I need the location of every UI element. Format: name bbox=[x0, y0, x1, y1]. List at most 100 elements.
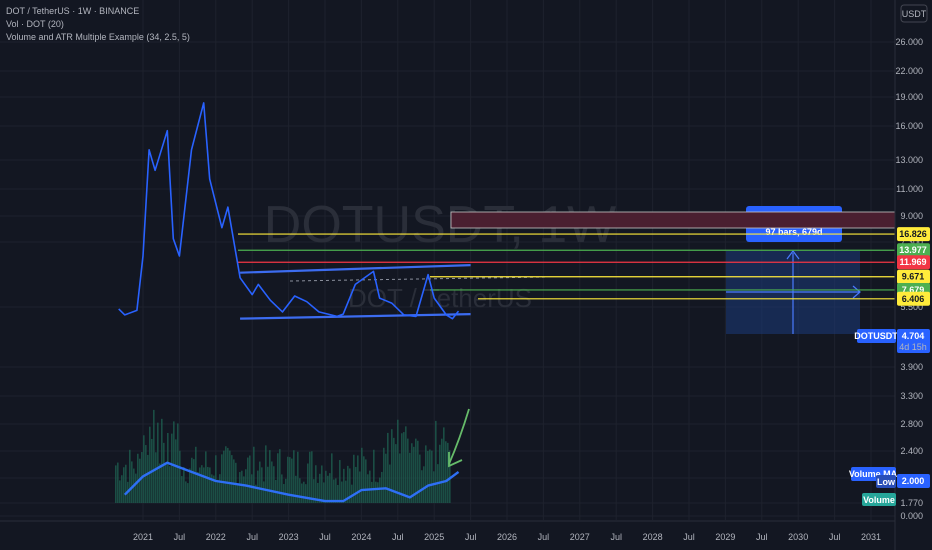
volume-bar bbox=[247, 457, 249, 503]
volume-bar bbox=[403, 432, 405, 503]
volume-bar bbox=[243, 476, 245, 503]
volume-bar bbox=[337, 484, 339, 503]
y-tick-label: 7.300 bbox=[900, 237, 923, 247]
currency-button[interactable]: USDT bbox=[900, 4, 928, 23]
volume-bar bbox=[239, 472, 241, 503]
legend-indicator[interactable]: Volume and ATR Multiple Example (34, 2.5… bbox=[6, 32, 190, 42]
volume-bar bbox=[259, 461, 261, 503]
volume-bar bbox=[163, 442, 165, 503]
volume-bar bbox=[271, 461, 273, 503]
volume-bar bbox=[227, 447, 229, 503]
volume-bar bbox=[207, 466, 209, 503]
volume-bar bbox=[369, 470, 371, 503]
volume-bar bbox=[427, 450, 429, 503]
y-tick-label: 0.000 bbox=[900, 511, 923, 521]
volume-bar bbox=[167, 432, 169, 503]
volume-bar bbox=[279, 449, 281, 503]
volume-bar bbox=[193, 459, 195, 503]
x-tick-label: 2031 bbox=[861, 532, 881, 542]
volume-bar bbox=[233, 459, 235, 503]
volume-bar bbox=[143, 435, 145, 503]
volume-bar bbox=[215, 455, 217, 503]
currency-button-label: USDT bbox=[902, 9, 927, 19]
volume-bar bbox=[345, 480, 347, 503]
volume-bar bbox=[229, 450, 231, 503]
volume-bar bbox=[251, 474, 253, 503]
low-tag-label: Low bbox=[877, 477, 896, 487]
trendline bbox=[240, 264, 471, 274]
volume-bar bbox=[119, 480, 121, 503]
volume-ma-line bbox=[123, 461, 460, 503]
volume-bar bbox=[447, 442, 449, 503]
y-tick-label: 3.300 bbox=[900, 391, 923, 401]
volume-bar bbox=[179, 450, 181, 503]
y-tick-label: 19.000 bbox=[895, 92, 923, 102]
volume-bar bbox=[137, 453, 139, 503]
volume-bar bbox=[177, 423, 179, 503]
volume-bar bbox=[191, 457, 193, 503]
volume-bar bbox=[439, 444, 441, 503]
level-tag bbox=[897, 243, 930, 258]
volume-bar bbox=[429, 449, 431, 503]
volume-bar bbox=[123, 467, 125, 503]
volume-bar bbox=[351, 484, 353, 503]
volume-bar bbox=[281, 474, 283, 503]
symbol-tag bbox=[857, 329, 896, 343]
volume-bar bbox=[261, 467, 263, 503]
supply-zone bbox=[450, 211, 896, 229]
y-tick-label: 22.000 bbox=[895, 66, 923, 76]
volume-bar bbox=[203, 467, 205, 503]
volume-bar bbox=[165, 462, 167, 503]
volume-bar bbox=[125, 464, 127, 503]
watermark: DOTUSDT, 1W DOT / TetherUS bbox=[264, 196, 616, 313]
x-tick-label: 2028 bbox=[643, 532, 663, 542]
volume-bar bbox=[361, 447, 363, 503]
volume-bar bbox=[383, 447, 385, 503]
volume-bar bbox=[131, 461, 133, 503]
volume-bar bbox=[401, 433, 403, 503]
volume-tag bbox=[862, 493, 896, 506]
volume-bar bbox=[371, 481, 373, 503]
volume-bar bbox=[365, 459, 367, 503]
y-tick-label: 9.000 bbox=[900, 211, 923, 221]
volume-bar bbox=[161, 418, 163, 503]
volume-bar bbox=[343, 468, 345, 503]
volume-bar bbox=[305, 484, 307, 503]
x-tick-label: Jul bbox=[392, 532, 404, 542]
volume-ma-series bbox=[123, 461, 460, 503]
x-tick-label: 2025 bbox=[424, 532, 444, 542]
volume-bar bbox=[199, 467, 201, 503]
volume-bar bbox=[277, 453, 279, 503]
level-tag-label: 11.969 bbox=[899, 257, 926, 267]
volume-bar bbox=[115, 465, 117, 503]
volume-bar bbox=[289, 457, 291, 503]
volume-bar bbox=[269, 450, 271, 503]
volume-bar bbox=[331, 453, 333, 503]
volume-bar bbox=[341, 481, 343, 503]
volume-bar bbox=[405, 426, 407, 503]
volume-bar bbox=[373, 449, 375, 503]
y-tick-label: 1.770 bbox=[900, 498, 923, 508]
volume-bar bbox=[377, 482, 379, 503]
legend-volume[interactable]: Vol · DOT (20) bbox=[6, 19, 64, 29]
currency-button-frame bbox=[900, 4, 928, 23]
x-tick-label: 2023 bbox=[279, 532, 299, 542]
trendlines bbox=[240, 264, 471, 320]
level-tag-label: 6.406 bbox=[902, 294, 925, 304]
volume-bar bbox=[433, 471, 435, 503]
volume-bar bbox=[231, 455, 233, 503]
volume-bar bbox=[211, 474, 213, 503]
volume-bar bbox=[421, 470, 423, 503]
volume-bar bbox=[183, 466, 185, 503]
volume-bar bbox=[415, 438, 417, 503]
legend-symbol[interactable]: DOT / TetherUS · 1W · BINANCE bbox=[6, 6, 140, 16]
volume-bar bbox=[253, 446, 255, 503]
volume-bar bbox=[409, 452, 411, 503]
current-price-tag bbox=[897, 329, 930, 353]
volume-bar bbox=[121, 475, 123, 503]
chart-legend: DOT / TetherUS · 1W · BINANCE Vol · DOT … bbox=[6, 5, 190, 44]
volume-bar bbox=[389, 464, 391, 503]
low-tag bbox=[876, 475, 896, 488]
volume-bar bbox=[287, 456, 289, 503]
